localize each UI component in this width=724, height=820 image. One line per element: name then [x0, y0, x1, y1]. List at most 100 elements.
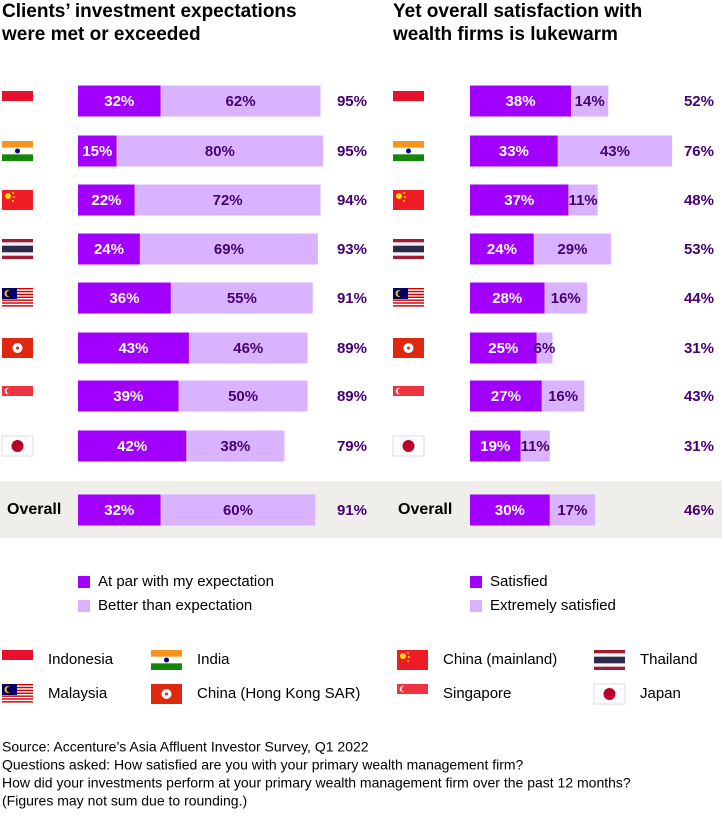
flag-icon: [2, 190, 33, 210]
flag-part: [2, 701, 33, 703]
flag-part: [151, 663, 182, 670]
flag-icon: [2, 684, 33, 704]
flag-part: [2, 686, 33, 689]
flag-part: [2, 141, 33, 148]
bar-segment: [536, 332, 553, 364]
flag-part: [400, 653, 406, 659]
flag-icon: [397, 684, 428, 704]
total-label: 95%: [337, 143, 367, 160]
flag-part: [401, 686, 408, 692]
chart-title: were met or exceeded: [1, 24, 201, 45]
legend-swatch: [78, 576, 90, 588]
flag-icon: [393, 386, 424, 406]
flag-part: [2, 288, 33, 290]
segment-label: 25%: [488, 340, 518, 357]
flag-legend-label: Indonesia: [48, 651, 114, 668]
total-label: 52%: [684, 93, 714, 110]
flag-part: [2, 650, 33, 660]
flag-icon: [2, 91, 33, 111]
flag-icon: [2, 650, 33, 670]
total-label: 46%: [684, 502, 714, 519]
segment-label: 27%: [491, 388, 521, 405]
bar-segment: [470, 233, 534, 265]
flag-part: [393, 296, 424, 298]
flag-legend-label: Thailand: [640, 651, 698, 668]
flag-part: [407, 652, 409, 654]
flag-part: [594, 656, 625, 664]
footnote: (Figures may not sum due to rounding.): [2, 793, 247, 809]
bar-segment: [78, 85, 161, 117]
flag-part: [5, 193, 11, 199]
flag-icon: [393, 91, 424, 111]
flag-part: [403, 200, 405, 202]
legend-swatch: [470, 576, 482, 588]
flag-part: [397, 290, 404, 297]
flag-part: [2, 91, 33, 101]
bar-segment: [78, 233, 140, 265]
flag-icon: [151, 650, 182, 670]
segment-label: 60%: [223, 502, 253, 519]
segment-label: 14%: [575, 93, 605, 110]
flag-part: [393, 293, 424, 296]
bar-segment: [541, 380, 585, 412]
segment-label: 29%: [557, 241, 587, 258]
flag-part: [403, 192, 405, 194]
flag-icon: [2, 141, 33, 161]
segment-label: 38%: [220, 438, 250, 455]
flag-part: [397, 388, 404, 394]
bar-segment: [470, 85, 572, 117]
flag-part: [393, 290, 424, 293]
segment-label: 16%: [548, 388, 578, 405]
segment-label: 30%: [495, 502, 525, 519]
flag-icon: [2, 338, 33, 358]
flag-legend-label: China (mainland): [443, 651, 557, 668]
flag-part: [407, 660, 409, 662]
flag-part: [392, 435, 425, 457]
segment-label: 37%: [504, 192, 534, 209]
total-label: 31%: [684, 340, 714, 357]
flag-part: [396, 193, 402, 199]
total-label: 79%: [337, 438, 367, 455]
flag-icon: [393, 239, 424, 259]
flag-part: [393, 190, 424, 210]
flag-part: [165, 692, 168, 696]
footnote: How did your investments perform at your…: [2, 775, 631, 791]
bar-segment: [178, 380, 308, 412]
legend-swatch: [470, 600, 482, 612]
bar-segment: [160, 494, 316, 526]
total-label: 89%: [337, 388, 367, 405]
total-label: 91%: [337, 290, 367, 307]
bar-segment: [470, 494, 550, 526]
flag-icon: [2, 288, 33, 308]
flag-part: [393, 288, 424, 290]
flag-part: [2, 684, 33, 686]
bar-segment: [78, 380, 179, 412]
flag-part: [2, 296, 33, 298]
segment-label: 55%: [227, 290, 257, 307]
flag-part: [2, 692, 33, 694]
segment-label: 24%: [94, 241, 124, 258]
segment-label: 11%: [568, 192, 597, 209]
segment-label: 50%: [228, 388, 258, 405]
flag-part: [6, 686, 13, 693]
bar-segment: [139, 233, 318, 265]
segment-label: 69%: [214, 241, 244, 258]
total-label: 48%: [684, 192, 714, 209]
flag-part: [593, 683, 626, 705]
legend-label: At par with my expectation: [98, 573, 274, 590]
flag-part: [406, 148, 411, 154]
segment-label: 28%: [492, 290, 522, 307]
chart-title: wealth firms is lukewarm: [392, 24, 618, 45]
flag-part: [404, 196, 406, 198]
segment-label: 32%: [104, 93, 134, 110]
bar-segment: [160, 85, 321, 117]
segment-label: 43%: [600, 143, 630, 160]
legend-swatch: [78, 600, 90, 612]
total-label: 93%: [337, 241, 367, 258]
total-label: 44%: [684, 290, 714, 307]
segment-label: 42%: [117, 438, 147, 455]
flag-icon: [393, 288, 424, 308]
segment-label: 11%: [521, 438, 550, 455]
flag-icon: [2, 239, 33, 259]
flag-part: [2, 245, 33, 253]
